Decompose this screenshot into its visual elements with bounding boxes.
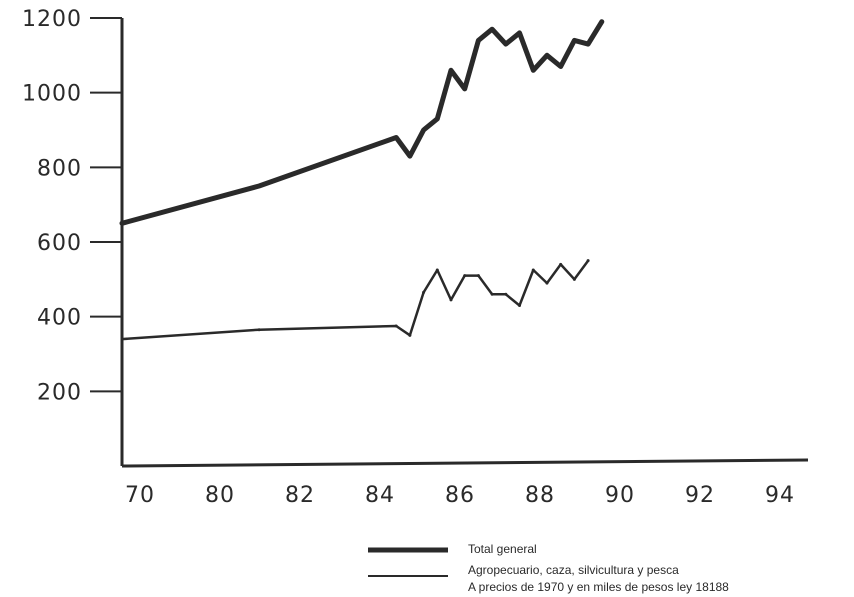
data-point [531, 68, 535, 72]
x-tick-label: 84 [365, 483, 395, 508]
data-point [572, 277, 576, 281]
data-point [449, 68, 453, 72]
data-point [572, 38, 576, 42]
y-tick-label: 1200 [22, 7, 82, 32]
series-line-total-general [119, 19, 605, 226]
data-point [394, 324, 398, 328]
y-tick-label: 800 [37, 156, 82, 181]
legend-label-total-general: Total general [468, 542, 537, 556]
data-point [435, 117, 439, 121]
data-point [408, 154, 412, 158]
data-point [504, 292, 508, 296]
x-tick-label: 82 [285, 483, 315, 508]
data-point [518, 303, 522, 307]
y-tick-label: 200 [37, 380, 82, 405]
y-axis-ticks: 200 400 600 800 1000 1200 [22, 7, 122, 405]
x-tick-label: 92 [685, 483, 715, 508]
x-axis-line [121, 458, 809, 468]
data-point [120, 337, 124, 341]
x-axis-ticks: 70 80 82 84 86 88 90 92 94 [125, 483, 795, 508]
x-tick-label: 86 [445, 483, 475, 508]
x-tick-label: 94 [765, 483, 795, 508]
data-point [257, 328, 261, 332]
legend: Total general Agropecuario, caza, silvic… [368, 542, 729, 594]
data-point [408, 333, 412, 337]
series-line-agropecuario [120, 259, 590, 341]
y-tick-label: 1000 [22, 82, 82, 107]
data-point [531, 268, 535, 272]
data-point [490, 27, 494, 31]
data-point [476, 274, 480, 278]
x-tick-label: 88 [525, 483, 555, 508]
data-point [504, 42, 508, 46]
data-point [449, 298, 453, 302]
legend-label-agropecuario: Agropecuario, caza, silvicultura y pesca [468, 563, 679, 577]
data-point [120, 221, 124, 225]
data-point [586, 42, 590, 46]
data-point [476, 38, 480, 42]
data-point [422, 128, 426, 132]
data-point [518, 31, 522, 35]
x-tick-label: 80 [205, 483, 235, 508]
data-point [257, 184, 261, 188]
data-point [463, 87, 467, 91]
data-point [463, 274, 467, 278]
data-point [559, 262, 563, 266]
data-point [586, 259, 590, 263]
series-layer [119, 19, 605, 341]
data-point [490, 292, 494, 296]
data-point [545, 281, 549, 285]
data-point [435, 268, 439, 272]
chart-note: A precios de 1970 y en miles de pesos le… [468, 580, 729, 594]
data-point [559, 65, 563, 69]
data-point [600, 20, 604, 24]
data-point [422, 290, 426, 294]
y-tick-label: 400 [37, 306, 82, 331]
data-point [394, 135, 398, 139]
data-point [545, 53, 549, 57]
x-tick-label: 90 [605, 483, 635, 508]
x-tick-label: 70 [125, 483, 155, 508]
y-tick-label: 600 [37, 231, 82, 256]
